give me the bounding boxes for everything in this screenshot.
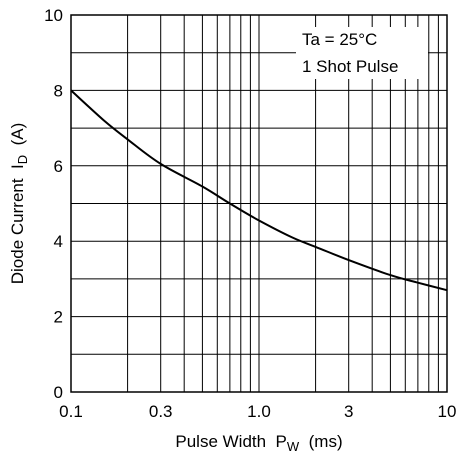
x-tick-label: 3 <box>344 402 353 421</box>
x-tick-labels: 0.1 0.3 1.0 3 10 <box>59 402 456 421</box>
plot-frame <box>70 14 448 393</box>
x-tick-label: 1.0 <box>247 402 271 421</box>
y-tick-label: 4 <box>54 232 63 251</box>
y-tick-label: 8 <box>54 81 63 100</box>
y-tick-labels: 0 2 4 6 8 10 <box>44 6 63 402</box>
y-axis-label-sub: D <box>15 155 30 164</box>
x-axis-label-sub: W <box>287 439 300 454</box>
x-tick-label: 10 <box>438 402 457 421</box>
annotation-temperature: Ta = 25°C <box>302 30 377 49</box>
y-tick-label: 10 <box>44 6 63 25</box>
y-axis-label-main: Diode Current I <box>8 164 27 284</box>
x-tick-label: 0.3 <box>149 402 173 421</box>
x-axis-label-main: Pulse Width P <box>175 432 287 451</box>
grid-lines <box>71 15 447 392</box>
y-tick-label: 2 <box>54 308 63 327</box>
x-axis-label-unit: (ms) <box>299 432 342 451</box>
y-tick-label: 0 <box>54 383 63 402</box>
y-axis-label: Diode Current ID (A) <box>8 123 30 285</box>
series-line <box>70 89 448 292</box>
y-tick-label: 6 <box>54 157 63 176</box>
y-axis-label-unit: (A) <box>8 123 27 155</box>
annotation-pulse: 1 Shot Pulse <box>302 57 398 76</box>
x-axis-label: Pulse Width PW (ms) <box>175 432 342 454</box>
annotation-box <box>296 27 428 79</box>
x-tick-label: 0.1 <box>59 402 83 421</box>
